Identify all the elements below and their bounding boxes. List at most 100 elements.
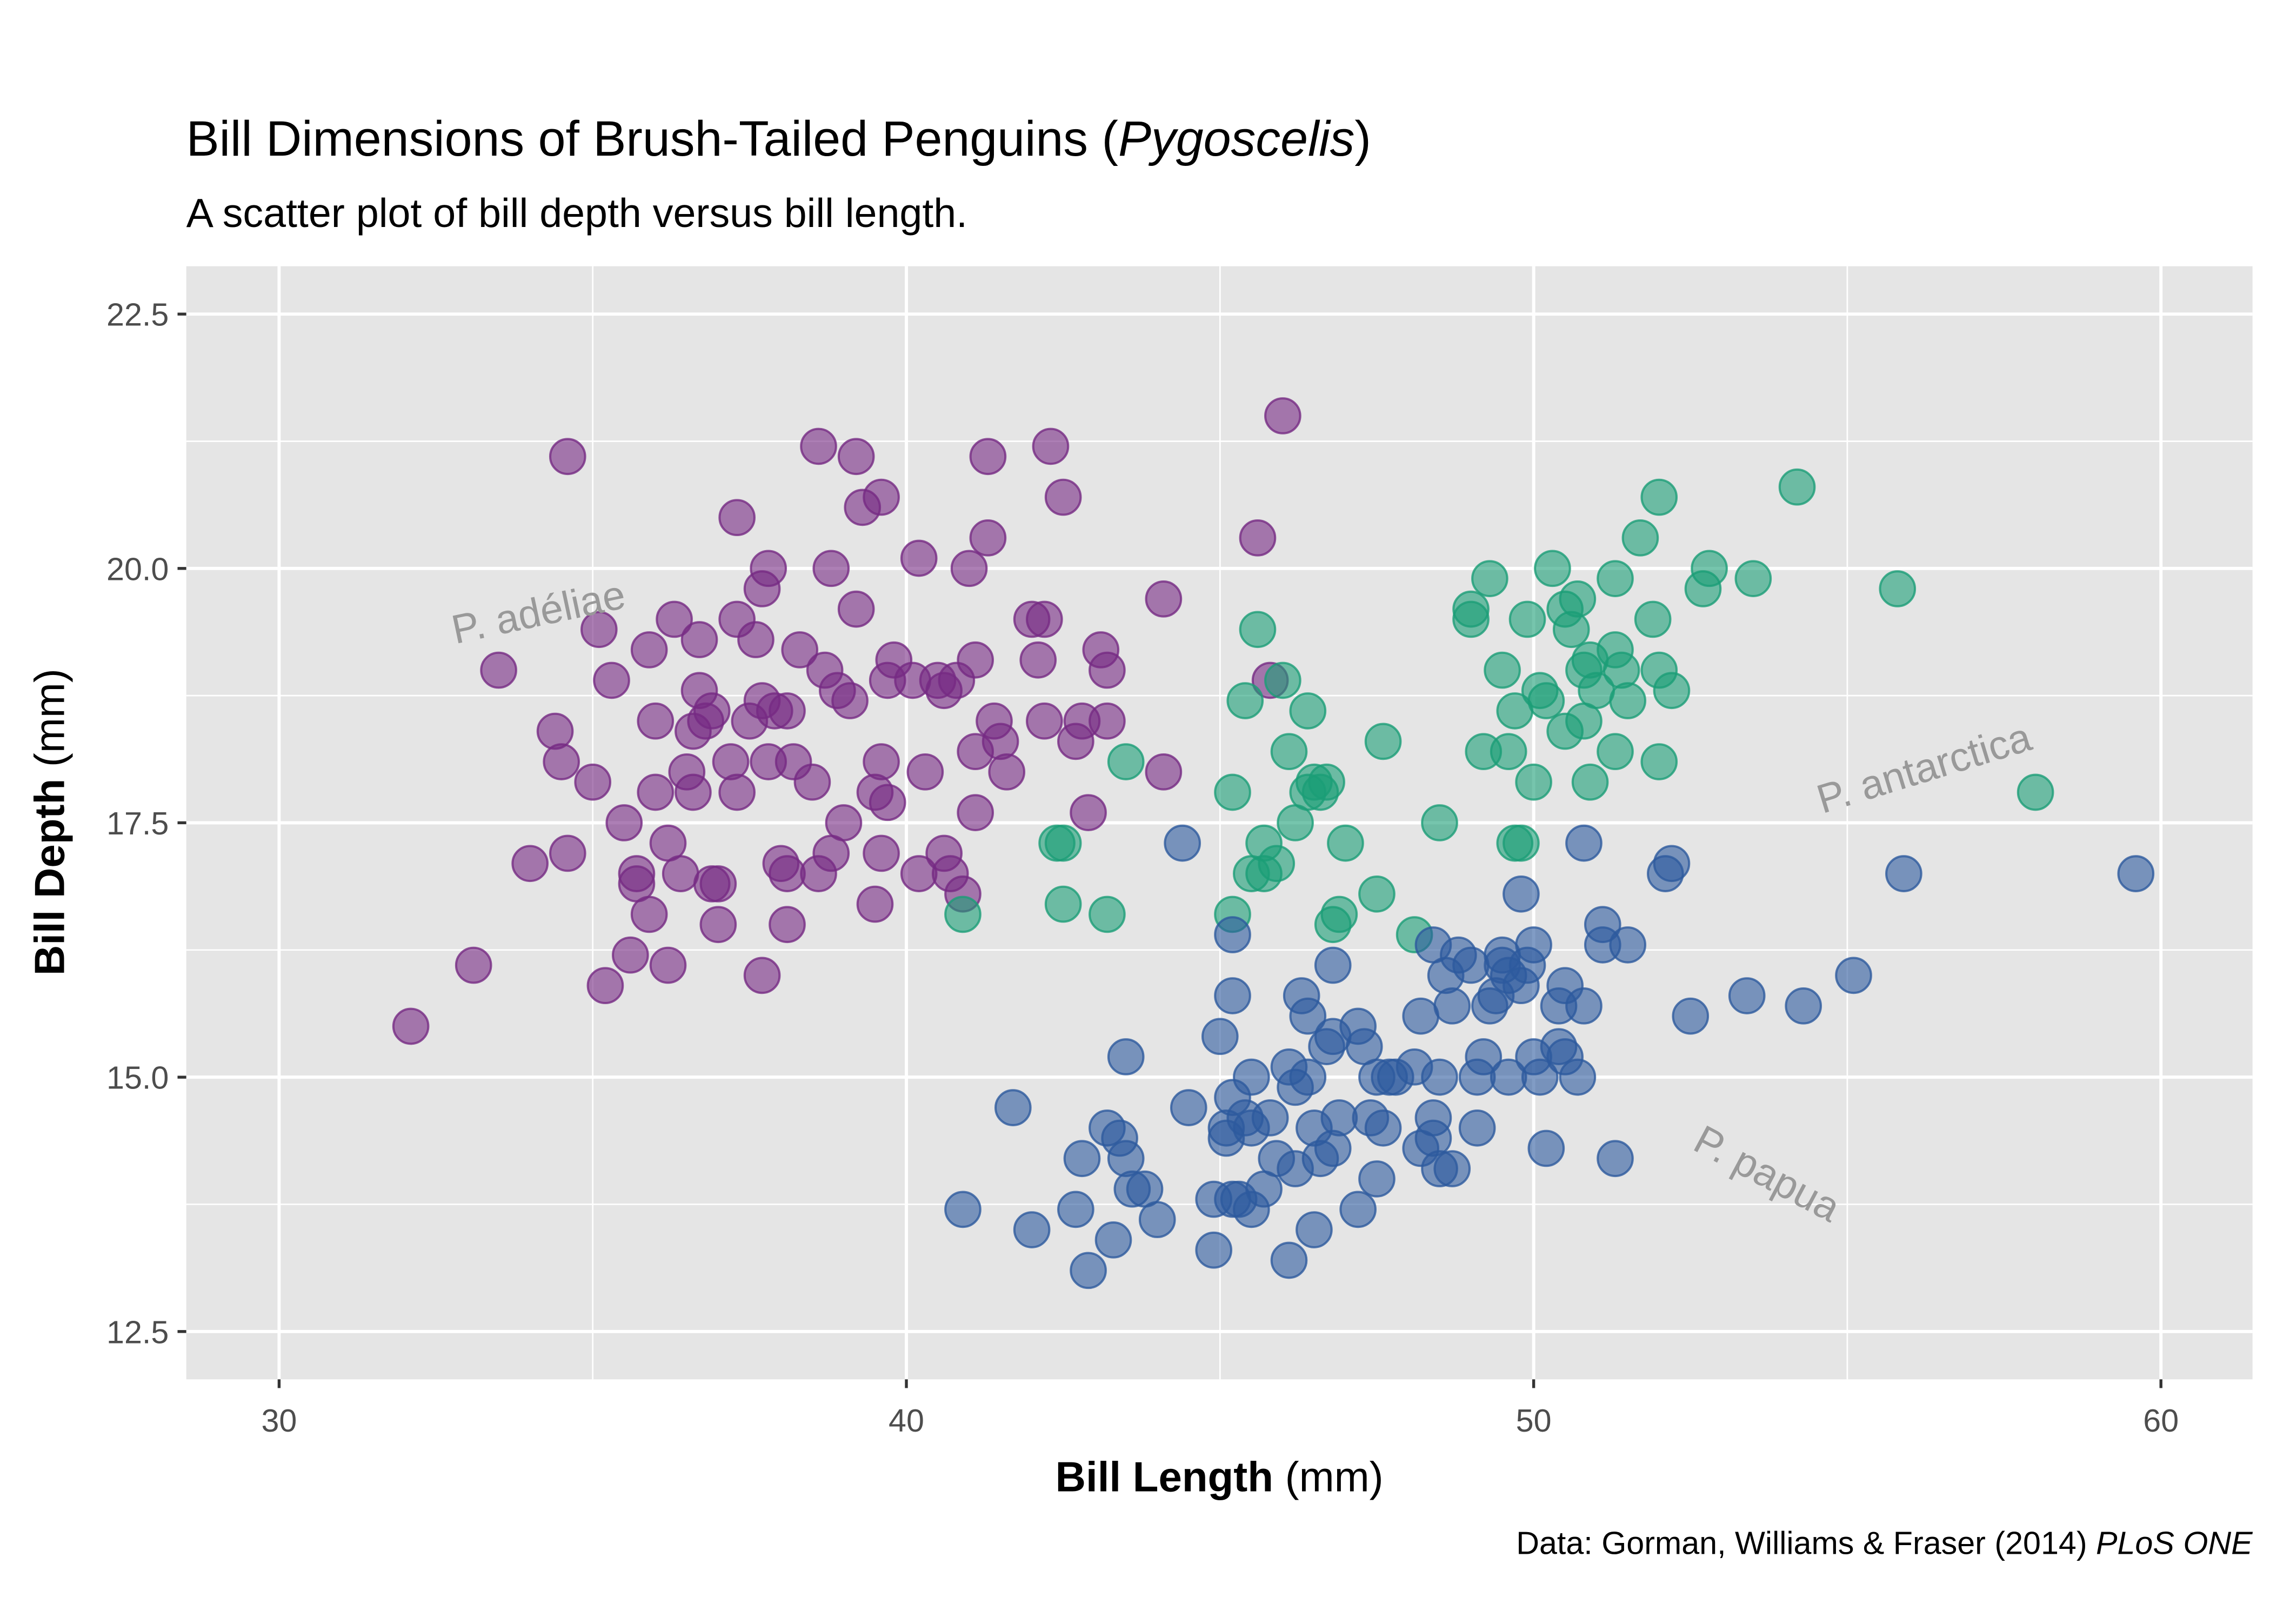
point: [1107, 1038, 1145, 1075]
point: [543, 743, 580, 780]
points: [392, 397, 2155, 1289]
point: [837, 590, 875, 628]
point: [1552, 611, 1590, 649]
point: [812, 550, 850, 587]
x-tick-label: 60: [2143, 1402, 2179, 1439]
point: [1226, 682, 1264, 719]
point: [1503, 824, 1540, 862]
title-text: Bill Dimensions of Brush-Tailed Penguins…: [186, 111, 1118, 166]
point: [1565, 987, 1603, 1025]
point: [1314, 946, 1352, 984]
point: [1452, 590, 1490, 628]
point: [1414, 1119, 1452, 1157]
point: [1515, 926, 1552, 964]
point: [1597, 733, 1634, 771]
point: [1296, 1211, 1333, 1248]
point: [1571, 763, 1609, 801]
x-axis-label: Bill Length (mm): [1056, 1453, 1384, 1501]
point: [637, 702, 675, 740]
point: [1452, 946, 1490, 984]
point: [1264, 661, 1301, 699]
point: [630, 631, 668, 669]
point: [1603, 651, 1640, 689]
point: [1885, 855, 1922, 892]
point: [1402, 997, 1440, 1035]
point: [1785, 987, 1822, 1025]
point: [1421, 804, 1458, 841]
point: [1527, 1130, 1565, 1167]
point: [793, 763, 831, 801]
point: [662, 855, 699, 892]
point: [1251, 1099, 1289, 1137]
point: [1597, 560, 1634, 597]
point: [863, 743, 900, 780]
point: [1465, 1038, 1503, 1075]
point: [718, 773, 756, 811]
point: [1201, 1018, 1239, 1055]
caption-italic: PLoS ONE: [2096, 1525, 2253, 1561]
y-tick-label: 22.5: [106, 297, 169, 333]
point: [894, 661, 931, 699]
y-tick-label: 15.0: [106, 1060, 169, 1096]
point: [1164, 824, 1201, 862]
y-axis-label: Bill Depth (mm): [25, 669, 73, 975]
point: [1026, 600, 1063, 638]
point: [1433, 1150, 1471, 1187]
point: [1609, 926, 1647, 964]
point: [1170, 1089, 1207, 1126]
x-label-unit: (mm): [1273, 1453, 1384, 1501]
point: [750, 550, 787, 587]
point: [1044, 885, 1082, 923]
axes: 30 40 50 60 12.5 15.0 17.5 20.0 22.5: [106, 297, 2179, 1439]
point: [549, 438, 586, 476]
point: [549, 834, 586, 872]
point: [737, 621, 775, 658]
point: [1508, 600, 1546, 638]
y-label-bold: Bill Depth: [25, 779, 73, 975]
point: [906, 753, 944, 791]
point: [869, 784, 906, 821]
caption-text: Data: Gorman, Williams & Fraser (2014): [1516, 1525, 2096, 1561]
point: [1320, 1099, 1358, 1137]
x-tick-label: 40: [889, 1402, 924, 1439]
point: [1327, 824, 1364, 862]
point: [1471, 560, 1508, 597]
point: [944, 895, 982, 933]
caption: Data: Gorman, Williams & Fraser (2014) P…: [1516, 1525, 2253, 1561]
point: [693, 692, 731, 730]
point: [699, 865, 737, 903]
chart-title: Bill Dimensions of Brush-Tailed Penguins…: [186, 111, 1371, 166]
point: [1264, 397, 1301, 435]
point: [1621, 519, 1659, 557]
point: [1540, 1028, 1578, 1065]
point: [1584, 906, 1621, 944]
point: [680, 621, 718, 658]
point: [605, 804, 643, 841]
point: [1258, 845, 1296, 883]
point: [1233, 1058, 1270, 1096]
point: [1107, 1140, 1145, 1178]
point: [1145, 580, 1183, 618]
y-label-unit: (mm): [25, 669, 73, 779]
point: [1364, 723, 1402, 760]
y-tick-label: 17.5: [106, 805, 169, 841]
point: [825, 804, 863, 841]
point: [969, 438, 1007, 476]
point: [769, 906, 806, 944]
point: [988, 753, 1026, 791]
point: [1728, 977, 1766, 1014]
point: [969, 519, 1007, 557]
point: [1308, 763, 1345, 801]
point: [982, 723, 1019, 760]
title-text: ): [1354, 111, 1371, 166]
point: [637, 773, 675, 811]
point: [1339, 1191, 1377, 1228]
point: [1107, 743, 1145, 780]
point: [762, 845, 800, 883]
point: [831, 682, 869, 719]
point: [718, 499, 756, 537]
point: [1094, 1221, 1132, 1259]
point: [837, 438, 875, 476]
point: [1559, 580, 1597, 618]
